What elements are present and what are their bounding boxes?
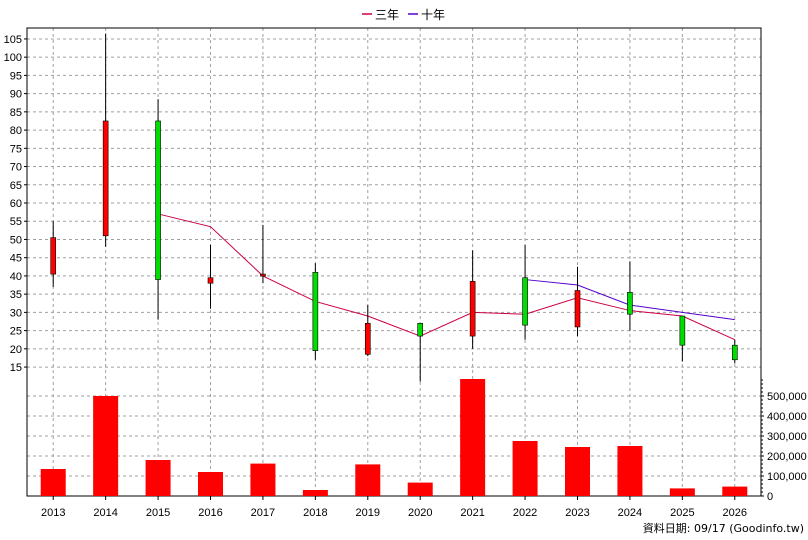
candle xyxy=(50,221,57,287)
volume-gridlines xyxy=(27,395,761,477)
average-lines xyxy=(157,213,735,341)
year-tick-label: 2021 xyxy=(460,507,484,519)
volume-tick-label: 300,000 xyxy=(767,431,807,443)
volume-bars xyxy=(40,379,748,496)
footer-note: 資料日期: 09/17 (Goodinfo.tw) xyxy=(643,521,804,535)
candle-body xyxy=(627,292,633,315)
year-tick-label: 2019 xyxy=(356,507,380,519)
price-tick-label: 55 xyxy=(10,216,22,228)
price-tick-label: 20 xyxy=(10,344,22,356)
volume-tick-label: 500,000 xyxy=(767,391,807,403)
volume-bar xyxy=(302,490,328,496)
volume-bar xyxy=(565,447,590,496)
year-axis: 2013 2014 2015 2016 2017 2018 2019 2020 2021 2022… xyxy=(41,496,747,519)
price-axis: 15 20 25 30 35 40 45 50 55 60 65 70 75 80 85 90 95 100 105 xyxy=(4,34,27,374)
price-tick-label: 40 xyxy=(10,271,22,283)
volume-bar xyxy=(669,488,695,496)
volume-bar xyxy=(40,469,66,496)
year-tick-label: 2016 xyxy=(198,507,222,519)
price-tick-label: 85 xyxy=(10,107,22,119)
candle-body xyxy=(260,273,266,277)
candle-body xyxy=(155,120,161,280)
price-tick-label: 75 xyxy=(10,143,22,155)
price-tick-label: 95 xyxy=(10,70,22,82)
candle xyxy=(364,305,371,357)
year-tick-label: 2026 xyxy=(723,507,747,519)
candle-body xyxy=(469,281,476,337)
volume-bar xyxy=(722,486,748,496)
volume-bar xyxy=(355,464,381,496)
year-tick-label: 2020 xyxy=(408,507,432,519)
price-tick-label: 105 xyxy=(4,34,22,46)
year-tick-label: 2018 xyxy=(303,507,327,519)
candle xyxy=(679,315,686,362)
candle xyxy=(522,244,528,340)
candle-body xyxy=(679,315,686,346)
candle-body xyxy=(50,237,57,275)
year-tick-label: 2017 xyxy=(251,507,275,519)
year-tick-label: 2014 xyxy=(93,507,117,519)
volume-bar xyxy=(512,441,538,496)
price-tick-label: 15 xyxy=(10,362,22,374)
volume-bar xyxy=(145,460,171,496)
year-tick-label: 2025 xyxy=(670,507,694,519)
volume-axis: 0 100,000 200,000 300,000 400,000 500,000 xyxy=(761,379,807,503)
candlesticks xyxy=(50,33,738,382)
volume-bar xyxy=(198,472,223,496)
year-tick-label: 2015 xyxy=(146,507,170,519)
candle xyxy=(260,224,266,284)
volume-tick-label: 0 xyxy=(767,491,773,503)
candle-body xyxy=(731,344,738,361)
price-tick-label: 90 xyxy=(10,89,22,101)
candle-body xyxy=(312,271,319,351)
legend-label: 十年 xyxy=(421,8,445,22)
candle-body xyxy=(364,323,371,355)
price-tick-label: 100 xyxy=(4,52,22,64)
volume-bar xyxy=(460,379,486,496)
year-tick-label: 2013 xyxy=(41,507,65,519)
price-tick-label: 25 xyxy=(10,326,22,338)
candle xyxy=(102,33,109,247)
price-tick-label: 60 xyxy=(10,198,22,210)
candle-body xyxy=(102,120,109,237)
year-tick-label: 2023 xyxy=(565,507,589,519)
volume-bar xyxy=(250,463,276,496)
volume-tick-label: 400,000 xyxy=(767,411,807,423)
year-tick-label: 2024 xyxy=(618,507,642,519)
chart-frame xyxy=(26,27,762,497)
candle xyxy=(207,244,214,309)
volume-tick-label: 200,000 xyxy=(767,451,807,463)
price-tick-label: 30 xyxy=(10,307,22,319)
candle xyxy=(417,323,424,382)
volume-bar xyxy=(617,446,643,496)
price-gridlines xyxy=(27,28,761,496)
volume-bar xyxy=(93,396,119,496)
candle-body xyxy=(207,277,214,284)
candle xyxy=(469,250,476,349)
legend: 三年 十年 xyxy=(362,8,445,22)
candle-body xyxy=(417,323,424,337)
series-line xyxy=(157,213,735,341)
price-tick-label: 65 xyxy=(10,180,22,192)
candle xyxy=(731,339,738,364)
price-tick-label: 35 xyxy=(10,289,22,301)
legend-label: 三年 xyxy=(375,8,399,22)
price-tick-label: 80 xyxy=(10,125,22,137)
candle xyxy=(312,263,319,360)
year-tick-label: 2022 xyxy=(513,507,537,519)
volume-bar xyxy=(407,482,433,496)
candle-body xyxy=(522,277,528,326)
candle xyxy=(574,266,581,337)
candle xyxy=(627,261,633,331)
price-tick-label: 70 xyxy=(10,162,22,174)
price-tick-label: 50 xyxy=(10,234,22,246)
candle-body xyxy=(574,290,581,328)
price-tick-label: 45 xyxy=(10,253,22,265)
plot-border xyxy=(26,27,762,497)
candle xyxy=(155,99,161,320)
volume-tick-label: 100,000 xyxy=(767,471,807,483)
